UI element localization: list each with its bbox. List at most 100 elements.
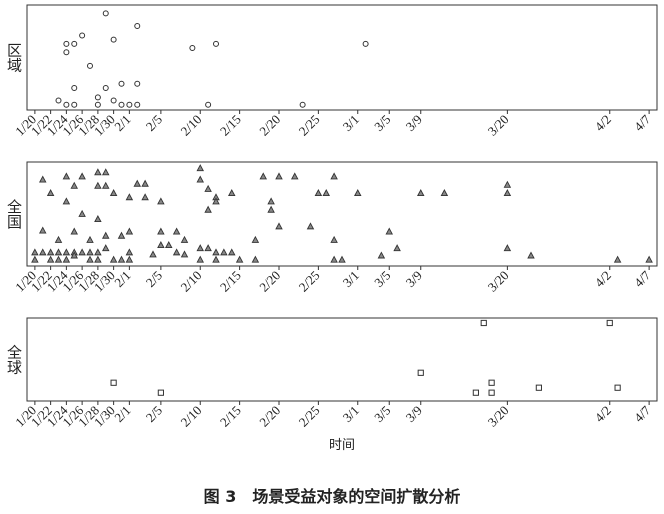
x-tick-label: 2/25 (296, 112, 323, 139)
point (204, 184, 212, 192)
x-tick-label: 3/20 (485, 268, 512, 295)
point (338, 255, 346, 263)
x-tick-label: 3/20 (485, 403, 512, 430)
point (54, 235, 63, 243)
point (251, 255, 260, 263)
caption: 图 3 场景受益对象的空间扩散分析 (204, 487, 461, 506)
point (62, 172, 71, 180)
point (189, 45, 196, 52)
x-tick-label: 3/1 (340, 112, 362, 134)
point (196, 164, 205, 172)
point (87, 62, 93, 69)
point (204, 205, 212, 213)
x-tick-label: 2/5 (143, 403, 165, 425)
point (94, 168, 102, 176)
point (133, 179, 142, 187)
point (62, 197, 71, 205)
point (503, 189, 512, 197)
point (110, 379, 117, 386)
point (606, 319, 613, 327)
point (94, 248, 102, 256)
point (101, 244, 110, 252)
point (275, 222, 283, 230)
x-tick-label: 4/7 (631, 111, 654, 134)
point (62, 255, 71, 263)
panel-frame (26, 317, 658, 402)
point (205, 101, 212, 108)
point (78, 248, 86, 256)
point (70, 227, 79, 235)
x-tick-label: 4/2 (592, 403, 614, 425)
point (141, 179, 149, 187)
point (440, 189, 449, 197)
x-tick-label: 2/10 (178, 268, 205, 295)
point (78, 209, 86, 217)
point (101, 168, 110, 176)
x-tick-label: 2/15 (217, 403, 244, 430)
point (613, 255, 622, 263)
point (416, 189, 425, 197)
point (46, 189, 55, 197)
point (46, 255, 55, 263)
point (102, 10, 109, 17)
point (180, 235, 189, 243)
point (70, 181, 79, 189)
point (94, 255, 102, 263)
point (54, 255, 63, 263)
x-tick-label: 4/7 (631, 267, 654, 290)
point (172, 227, 181, 235)
point (377, 251, 386, 259)
point (362, 40, 369, 47)
x-tick-label: 2/1 (111, 268, 133, 290)
point (86, 235, 94, 243)
x-tick-label: 2/25 (296, 268, 323, 295)
x-tick-label: 3/9 (403, 268, 425, 290)
point (70, 251, 79, 259)
point (86, 248, 94, 256)
x-tick-label: 2/20 (256, 403, 283, 430)
point (164, 241, 173, 249)
x-tick-label: 3/5 (371, 268, 393, 290)
point (125, 255, 134, 263)
point (157, 241, 165, 249)
point (102, 84, 109, 91)
point (267, 197, 275, 205)
x-tick-label: 2/15 (217, 112, 244, 139)
point (109, 189, 118, 197)
point (259, 172, 268, 180)
point (94, 101, 101, 108)
point (62, 248, 71, 256)
x-tick-label: 2/25 (296, 403, 323, 430)
point (46, 248, 55, 256)
point (31, 248, 39, 256)
point (488, 379, 495, 386)
x-tick-label: 2/5 (143, 112, 165, 134)
x-tick-label: 2/1 (111, 403, 133, 425)
point (472, 389, 479, 396)
point (417, 369, 424, 376)
point (118, 101, 125, 108)
y-axis-label: 全球 (5, 344, 22, 375)
x-tick-label: 3/1 (340, 403, 362, 425)
point (235, 255, 244, 263)
y-axis-label: 区域 (5, 43, 22, 73)
point (38, 175, 47, 183)
point (488, 389, 495, 396)
point (149, 250, 157, 258)
x-tick-label: 2/10 (178, 403, 205, 430)
point (117, 231, 126, 239)
point (126, 101, 133, 108)
point (110, 97, 117, 104)
point (385, 227, 394, 235)
x-tick-label: 3/9 (403, 403, 425, 425)
point (330, 255, 338, 263)
point (314, 189, 323, 197)
point (63, 49, 70, 56)
point (38, 226, 47, 234)
x-tick-label: 2/1 (111, 112, 133, 134)
point (503, 244, 512, 252)
point (71, 40, 78, 47)
point (330, 172, 338, 180)
point (134, 23, 141, 29)
